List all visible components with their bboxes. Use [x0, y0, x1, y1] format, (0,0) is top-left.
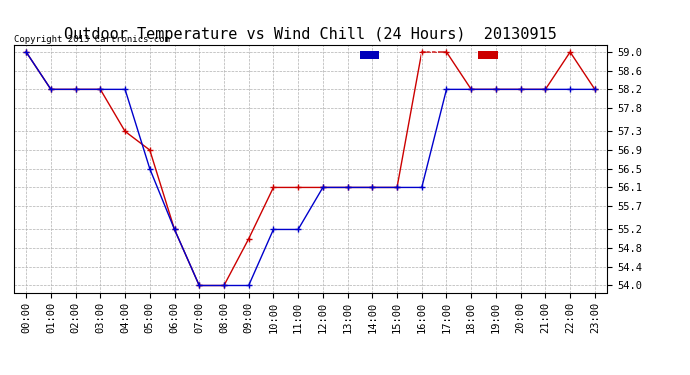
- Legend: Wind Chill  (°F), Temperature  (°F): Wind Chill (°F), Temperature (°F): [358, 49, 602, 63]
- Title: Outdoor Temperature vs Wind Chill (24 Hours)  20130915: Outdoor Temperature vs Wind Chill (24 Ho…: [64, 27, 557, 42]
- Text: Copyright 2013 Cartronics.com: Copyright 2013 Cartronics.com: [14, 35, 170, 44]
